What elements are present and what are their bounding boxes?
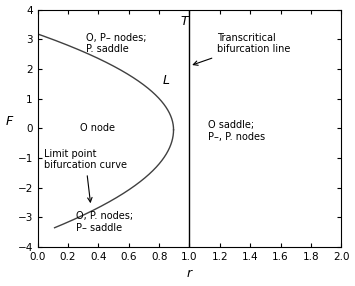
Text: O, P– nodes;
P. saddle: O, P– nodes; P. saddle xyxy=(86,33,147,55)
X-axis label: r: r xyxy=(187,267,192,281)
Y-axis label: F: F xyxy=(6,115,13,128)
Text: O node: O node xyxy=(80,123,115,133)
Text: T: T xyxy=(180,15,188,28)
Text: Transcritical
bifurcation line: Transcritical bifurcation line xyxy=(193,33,290,65)
Text: L: L xyxy=(162,74,169,87)
Text: O saddle;
P–, P. nodes: O saddle; P–, P. nodes xyxy=(208,120,265,142)
Text: O, P. nodes;
P– saddle: O, P. nodes; P– saddle xyxy=(76,211,133,233)
Text: Limit point
bifurcation curve: Limit point bifurcation curve xyxy=(44,149,127,202)
